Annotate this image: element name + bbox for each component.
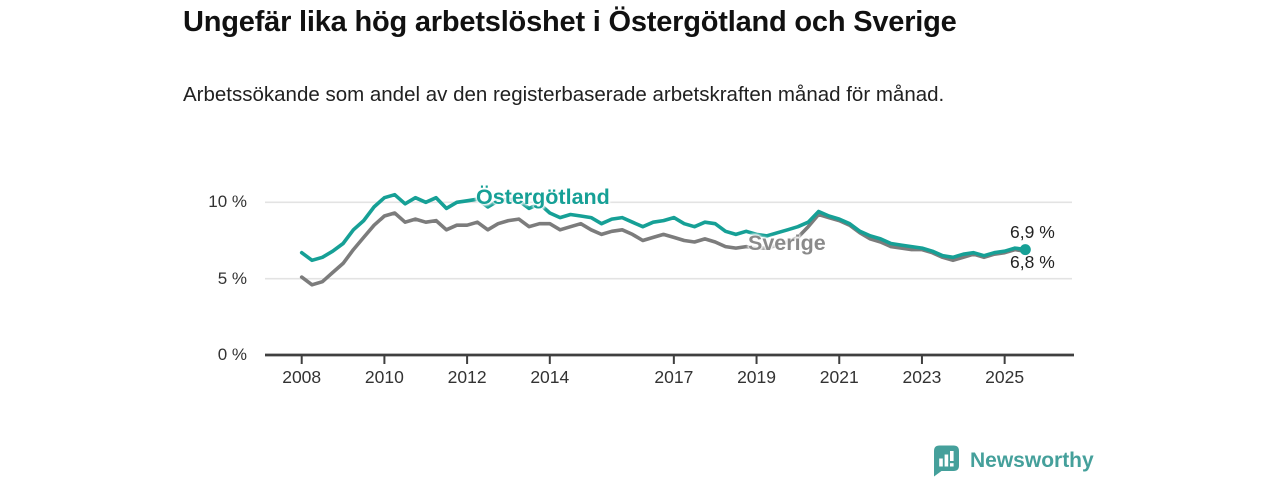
series-label-ostergotland: Östergötland bbox=[476, 185, 610, 209]
x-tick-label: 2023 bbox=[902, 367, 942, 387]
x-tick-label: 2014 bbox=[530, 367, 570, 387]
newsworthy-logo-text: Newsworthy bbox=[970, 448, 1094, 472]
x-tick-label: 2019 bbox=[737, 367, 777, 387]
series-line-östergötland bbox=[299, 192, 1028, 263]
series-end-dot bbox=[1019, 244, 1031, 256]
x-tick-label: 2012 bbox=[447, 367, 487, 387]
x-tick-label: 2025 bbox=[985, 367, 1025, 387]
end-value-label-sverige: 6,8 % bbox=[1010, 252, 1055, 272]
x-tick-label: 2021 bbox=[819, 367, 859, 387]
x-tick-label: 2008 bbox=[282, 367, 322, 387]
y-tick-label: 5 % bbox=[217, 268, 247, 288]
x-tick-label: 2017 bbox=[654, 367, 694, 387]
x-tick-label: 2010 bbox=[364, 367, 404, 387]
newsworthy-logo-icon bbox=[934, 445, 959, 477]
chart-subtitle: Arbetssökande som andel av den registerb… bbox=[183, 83, 945, 106]
end-value-label-ostergotland: 6,9 % bbox=[1010, 222, 1055, 242]
y-tick-label: 10 % bbox=[208, 192, 247, 212]
newsworthy-logo: Newsworthy bbox=[930, 444, 1094, 477]
series-label-sverige: Sverige bbox=[748, 231, 826, 255]
page-title: Ungefär lika hög arbetslöshet i Östergöt… bbox=[183, 6, 957, 38]
series-line-sverige bbox=[299, 211, 1028, 287]
y-tick-label: 0 % bbox=[217, 345, 247, 364]
